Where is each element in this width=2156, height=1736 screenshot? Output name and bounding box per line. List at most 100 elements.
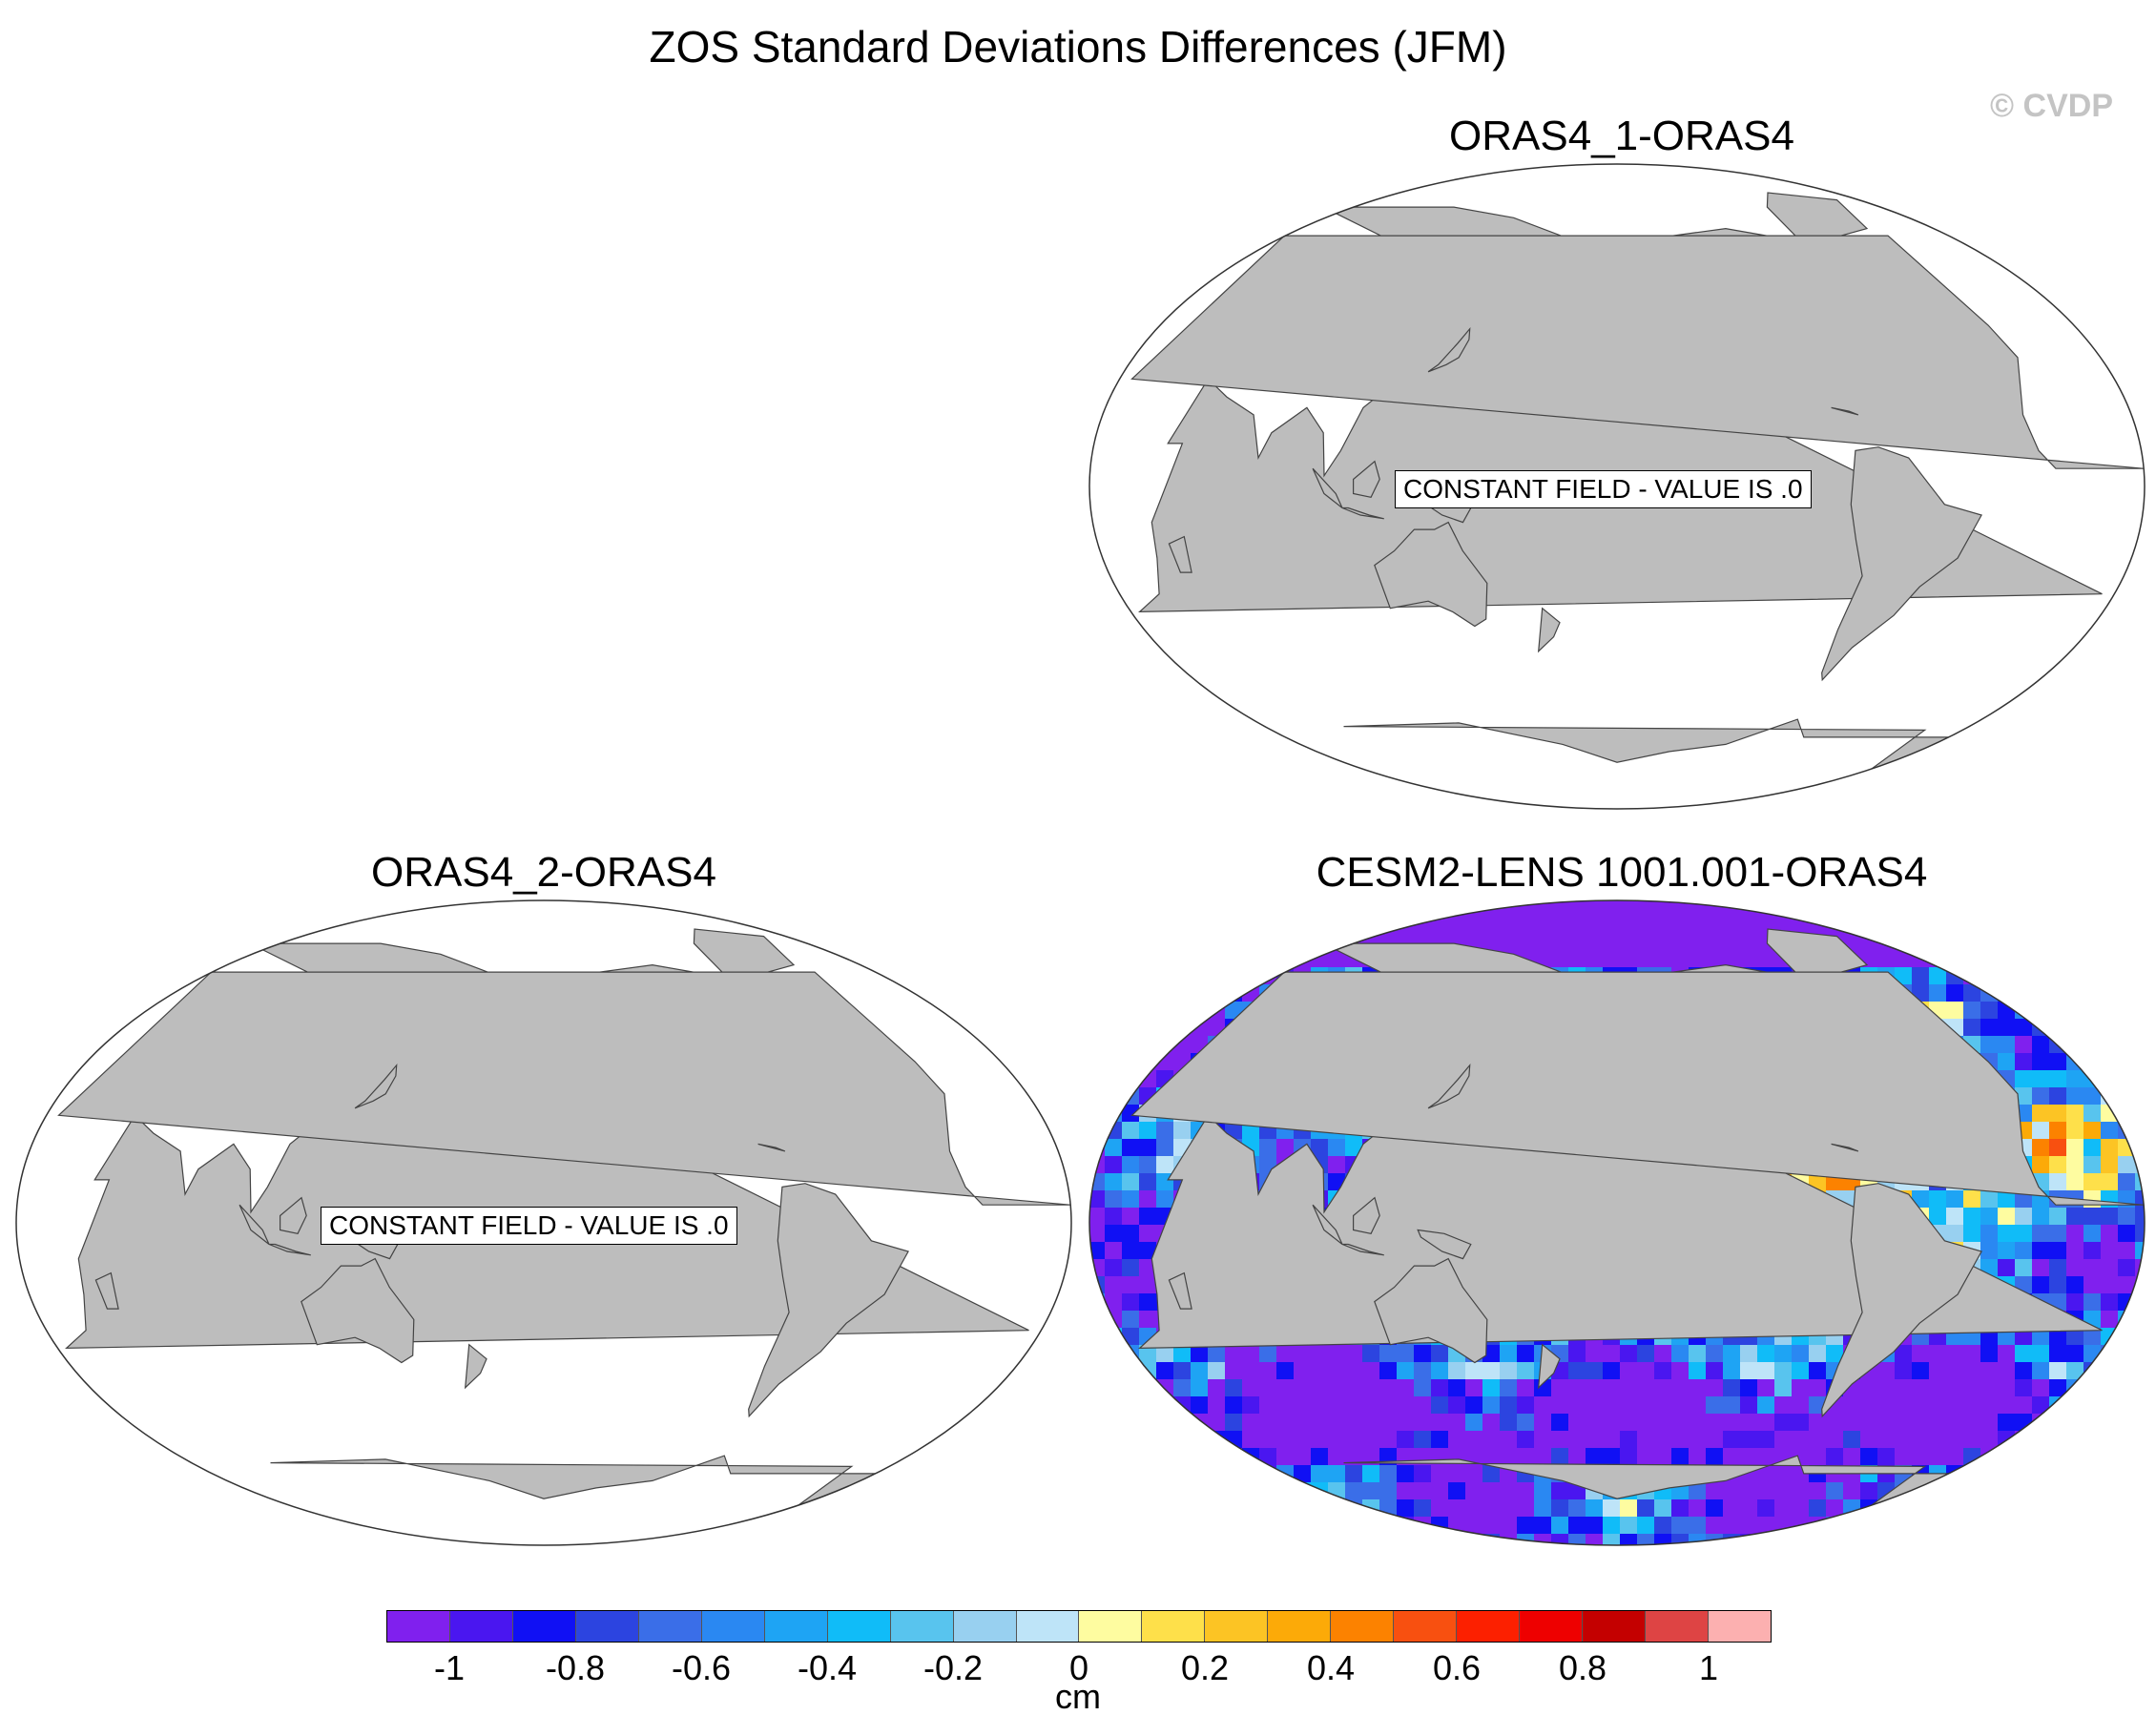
- field-cell: [1191, 1448, 1209, 1466]
- field-cell: [2066, 916, 2084, 934]
- field-cell: [1757, 950, 1775, 968]
- field-cell: [2135, 916, 2145, 934]
- field-cell: [1534, 1431, 1552, 1449]
- field-cell: [1517, 916, 1535, 934]
- field-cell: [1654, 900, 1672, 917]
- field-cell: [1689, 1482, 1707, 1500]
- field-cell: [1089, 1019, 1106, 1037]
- field-cell: [1105, 900, 1123, 917]
- field-cell: [2015, 1225, 2033, 1243]
- field-cell: [1500, 1534, 1518, 1545]
- field-cell: [2101, 916, 2119, 934]
- field-cell: [1723, 1379, 1741, 1397]
- field-cell: [2015, 1534, 2033, 1545]
- field-cell: [1980, 1019, 1999, 1037]
- field-cell: [1089, 1345, 1106, 1363]
- field-cell: [1998, 1225, 2016, 1243]
- field-cell: [1620, 933, 1638, 951]
- field-cell: [1139, 1482, 1157, 1500]
- field-cell: [1311, 1517, 1329, 1535]
- field-cell: [1895, 967, 1913, 985]
- field-cell: [2032, 1259, 2050, 1277]
- field-cell: [1689, 1345, 1707, 1363]
- field-cell: [2135, 933, 2145, 951]
- field-cell: [2083, 1208, 2102, 1226]
- field-cell: [1963, 950, 1981, 968]
- field-cell: [1757, 1362, 1775, 1380]
- field-cell: [1860, 1482, 1878, 1500]
- field-cell: [1723, 916, 1741, 934]
- field-cell: [1328, 1482, 1346, 1500]
- field-cell: [1534, 1448, 1552, 1466]
- field-cell: [1740, 1379, 1758, 1397]
- field-cell: [2101, 1414, 2119, 1432]
- field-cell: [1929, 1517, 1947, 1535]
- field-cell: [1345, 1362, 1363, 1380]
- field-cell: [1259, 933, 1277, 951]
- field-cell: [2066, 1173, 2084, 1191]
- field-cell: [1534, 1396, 1552, 1415]
- field-cell: [1191, 1482, 1209, 1500]
- field-cell: [2101, 1517, 2119, 1535]
- field-cell: [1379, 1517, 1398, 1535]
- field-cell: [1671, 1448, 1690, 1466]
- field-cell: [1568, 933, 1586, 951]
- field-cell: [1980, 1379, 1999, 1397]
- field-cell: [2101, 950, 2119, 968]
- field-cell: [2015, 1482, 2033, 1500]
- field-cell: [1089, 900, 1106, 917]
- field-cell: [1139, 1414, 1157, 1432]
- field-cell: [1792, 1499, 1810, 1518]
- field-cell: [1551, 916, 1569, 934]
- field-cell: [1929, 1208, 1947, 1226]
- field-cell: [1345, 1345, 1363, 1363]
- field-cell: [1156, 900, 1174, 917]
- field-cell: [1139, 1122, 1157, 1140]
- land-mass: [1353, 460, 1380, 498]
- field-cell: [1980, 1499, 1999, 1518]
- field-cell: [1465, 1499, 1483, 1518]
- field-cell: [1259, 1414, 1277, 1432]
- field-cell: [1328, 900, 1346, 917]
- field-cell: [1757, 1534, 1775, 1545]
- field-cell: [1431, 1465, 1449, 1483]
- field-cell: [1362, 1534, 1380, 1545]
- land-mass: [1821, 1183, 1982, 1418]
- field-cell: [1156, 1517, 1174, 1535]
- field-cell: [1482, 1465, 1501, 1483]
- field-cell: [1089, 1414, 1106, 1432]
- figure-title: ZOS Standard Deviations Differences (JFM…: [649, 22, 1507, 72]
- field-cell: [1156, 1019, 1174, 1037]
- field-cell: [1998, 900, 2016, 917]
- field-cell: [1225, 1517, 1243, 1535]
- field-cell: [1551, 1431, 1569, 1449]
- field-cell: [2032, 950, 2050, 968]
- field-cell: [2101, 984, 2119, 1002]
- field-cell: [1826, 1534, 1844, 1545]
- field-cell: [1139, 1208, 1157, 1226]
- field-cell: [2032, 1396, 2050, 1415]
- colorbar-swatch: [1645, 1611, 1709, 1642]
- field-cell: [2118, 1414, 2136, 1432]
- field-cell: [1225, 1448, 1243, 1466]
- field-cell: [1723, 1362, 1741, 1380]
- field-cell: [1089, 1105, 1106, 1123]
- field-cell: [1929, 1345, 1947, 1363]
- field-cell: [2015, 933, 2033, 951]
- field-cell: [2066, 1002, 2084, 1020]
- field-cell: [2083, 1122, 2102, 1140]
- field-cell: [1895, 1414, 1913, 1432]
- field-cell: [1620, 950, 1638, 968]
- field-cell: [1568, 1396, 1586, 1415]
- field-cell: [1465, 1534, 1483, 1545]
- field-cell: [1328, 1156, 1346, 1174]
- field-cell: [2118, 1105, 2136, 1123]
- field-cell: [1998, 1534, 2016, 1545]
- field-cell: [2049, 1019, 2067, 1037]
- field-cell: [2015, 1259, 2033, 1277]
- field-cell: [2032, 1517, 2050, 1535]
- field-cell: [2066, 1499, 2084, 1518]
- field-cell: [1105, 1019, 1123, 1037]
- field-cell: [1362, 1448, 1380, 1466]
- field-cell: [1105, 1173, 1123, 1191]
